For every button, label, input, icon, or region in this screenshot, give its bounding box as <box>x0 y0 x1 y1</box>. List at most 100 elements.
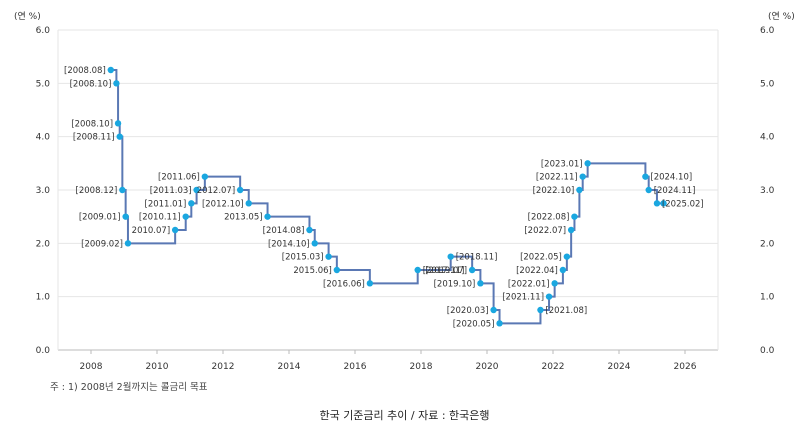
data-label: [2015.03] <box>282 253 324 263</box>
data-label: [2022.08] <box>528 213 570 223</box>
data-point <box>107 66 115 74</box>
chart-caption: 한국 기준금리 추이 / 자료 : 한국은행 <box>319 409 490 422</box>
data-label: [2022.11] <box>536 173 578 183</box>
data-labels: [2008.08] [2008.10] [2008.10] [2008.11] [200… <box>64 66 704 329</box>
data-label: [2014.10] <box>268 239 310 249</box>
x-tick-label: 2020 <box>476 362 499 372</box>
data-point <box>325 253 332 260</box>
data-label: [2018.11] <box>456 253 498 263</box>
data-point <box>537 306 544 314</box>
x-tick-label: 2016 <box>344 362 367 372</box>
data-points <box>107 66 667 327</box>
data-point <box>116 133 123 140</box>
y-tick-label-left: 6.0 <box>36 26 51 36</box>
y-tick-label-left: 1.0 <box>36 293 51 303</box>
rate-step-line <box>110 69 664 325</box>
data-label: [2019.10] <box>434 279 476 289</box>
rate-step-path <box>110 69 664 325</box>
data-label: [2021.11] <box>502 293 544 303</box>
data-point <box>264 213 271 220</box>
data-point <box>366 280 374 287</box>
data-label: 2012.07] <box>197 186 235 196</box>
x-tick-label: 2014 <box>278 362 301 372</box>
data-label: [2022.10] <box>533 186 575 196</box>
data-point <box>645 186 652 194</box>
interest-rate-chart: (연 %) (연 %) 0.0 0.0 1.0 1.0 2.0 2.0 3.0 3.0 4.0 4… <box>14 11 795 372</box>
data-point <box>468 266 476 274</box>
right-axis-unit: (연 %) <box>768 11 795 22</box>
data-label: [2019.07] <box>425 266 467 276</box>
y-tick-label-left: 0.0 <box>36 346 51 356</box>
data-label: [2009.01] <box>79 213 121 223</box>
data-label: [2008.11] <box>73 133 115 143</box>
y-tick-label-right: 4.0 <box>760 133 775 143</box>
data-label: [2016.06] <box>323 279 365 289</box>
x-tick-label: 2018 <box>410 362 433 372</box>
x-tick-label: 2022 <box>542 362 565 372</box>
axes: (연 %) (연 %) 0.0 0.0 1.0 1.0 2.0 2.0 3.0 3.0 4.0 4… <box>14 11 795 372</box>
data-point <box>122 213 129 220</box>
data-point <box>182 213 189 220</box>
y-tick-label-left: 3.0 <box>36 186 51 196</box>
data-label: 2013.05] <box>224 213 262 223</box>
y-tick-label-left: 5.0 <box>36 79 51 89</box>
data-label: [2009.02] <box>81 239 123 249</box>
y-tick-label-left: 2.0 <box>36 239 51 249</box>
data-label: [2025.02] <box>662 199 704 209</box>
data-point <box>571 213 578 220</box>
data-point <box>567 226 575 234</box>
data-point <box>496 320 503 327</box>
data-point <box>653 200 661 207</box>
data-label: [2012.10] <box>202 199 244 209</box>
data-label: [2011.01] <box>145 199 187 209</box>
x-tick-label: 2024 <box>608 362 631 372</box>
data-point <box>124 240 132 247</box>
data-point <box>114 120 122 127</box>
data-point <box>171 226 179 234</box>
x-tick-label: 2026 <box>674 362 697 372</box>
data-label: [2021.08] <box>545 306 587 316</box>
data-point <box>236 186 244 194</box>
x-tick-label: 2008 <box>80 362 103 372</box>
data-label: [2020.05] <box>453 319 495 329</box>
data-label: [2008.08] <box>64 66 106 76</box>
data-point <box>477 280 484 287</box>
data-point <box>193 186 200 194</box>
y-tick-label-right: 3.0 <box>760 186 775 196</box>
data-label: [2011.03] <box>150 186 192 196</box>
data-label: [2008.10] <box>70 79 112 89</box>
data-point <box>584 160 591 167</box>
data-point <box>563 253 571 260</box>
data-point <box>414 266 421 274</box>
data-point <box>311 240 318 247</box>
y-tick-label-right: 2.0 <box>760 239 775 249</box>
data-point <box>201 173 209 180</box>
data-point <box>306 226 313 234</box>
data-point <box>545 293 553 300</box>
x-tick-label: 2010 <box>146 362 169 372</box>
data-label: [2008.10] <box>71 119 113 129</box>
data-label: [2017.11] <box>423 266 465 276</box>
data-point <box>333 266 341 274</box>
data-label: [2008.12] <box>76 186 118 196</box>
x-tick-label: 2012 <box>212 362 235 372</box>
data-point <box>642 173 649 180</box>
footnote: 주 : 1) 2008년 2월까지는 콜금리 목표 <box>50 382 208 393</box>
data-label: [2020.03] <box>447 306 489 316</box>
data-point <box>188 200 195 207</box>
data-label: 2015.06] <box>293 266 331 276</box>
data-label: [2023.01] <box>541 159 583 169</box>
data-label: [2022.04] <box>516 266 558 276</box>
y-tick-label-left: 4.0 <box>36 133 51 143</box>
data-point <box>559 266 567 274</box>
data-point <box>660 200 667 207</box>
data-point <box>113 80 120 87</box>
data-label: [2011.06] <box>158 173 200 183</box>
data-label: [2022.01] <box>508 279 550 289</box>
data-point <box>245 200 252 207</box>
data-label: [2010.11] <box>139 213 181 223</box>
data-point <box>447 253 454 260</box>
data-label: [2024.11] <box>654 186 696 196</box>
data-point <box>576 186 583 194</box>
y-tick-label-right: 1.0 <box>760 293 775 303</box>
